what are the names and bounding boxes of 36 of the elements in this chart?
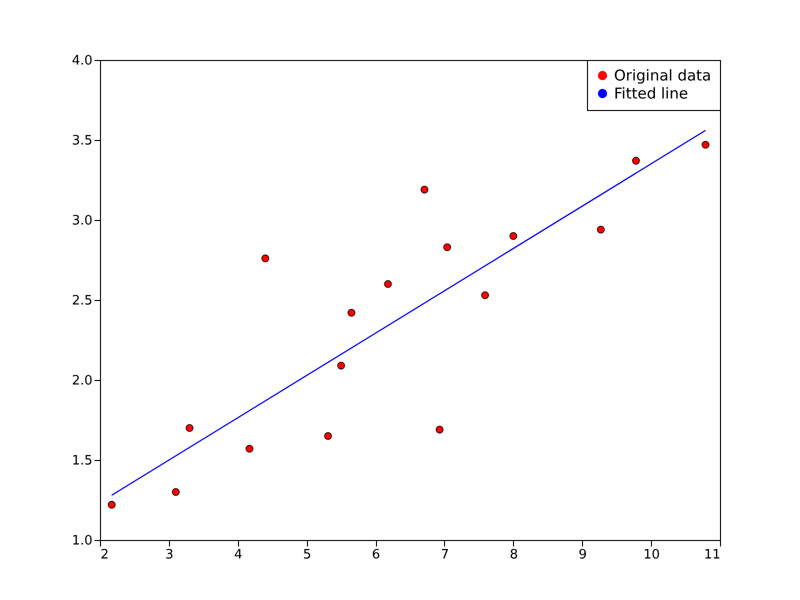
point: [420, 186, 428, 194]
x-tick-label: 8: [510, 548, 518, 562]
y-tick-label: 3.5: [72, 134, 92, 148]
point: [186, 424, 194, 432]
y-tick-label: 2.0: [72, 374, 92, 388]
point: [443, 243, 452, 252]
point: [702, 140, 710, 149]
point: [324, 432, 332, 440]
x-tick-label: 7: [440, 548, 450, 562]
x-tick-label: 9: [578, 548, 587, 562]
x-tick-label: 6: [372, 548, 380, 562]
x-tick-label: 2: [100, 548, 109, 562]
point: [596, 226, 605, 234]
point: [632, 156, 640, 165]
y-tick-label: 4.0: [72, 54, 92, 68]
point: [384, 280, 392, 288]
point: [246, 444, 254, 453]
x-tick-label: 5: [303, 548, 312, 562]
point: [108, 500, 116, 509]
y-tick-label: 3.0: [72, 214, 92, 228]
x-tick-label: 3: [165, 548, 174, 562]
point: [509, 232, 518, 240]
legend-label: Fitted line: [614, 84, 688, 102]
y-tick-label: 2.5: [72, 294, 92, 308]
point: [261, 254, 270, 262]
point: [436, 426, 444, 434]
x-tick-label: 10: [643, 548, 660, 562]
y-tick-label: 1.5: [72, 454, 92, 468]
x-tick-label: 4: [234, 548, 242, 562]
point: [172, 488, 180, 496]
x-tick-label: 11: [704, 548, 720, 562]
point: [337, 362, 345, 370]
point: [481, 291, 489, 300]
point: [348, 308, 356, 317]
legend-label: Original data: [614, 66, 712, 84]
y-tick-label: 1.0: [72, 534, 92, 548]
